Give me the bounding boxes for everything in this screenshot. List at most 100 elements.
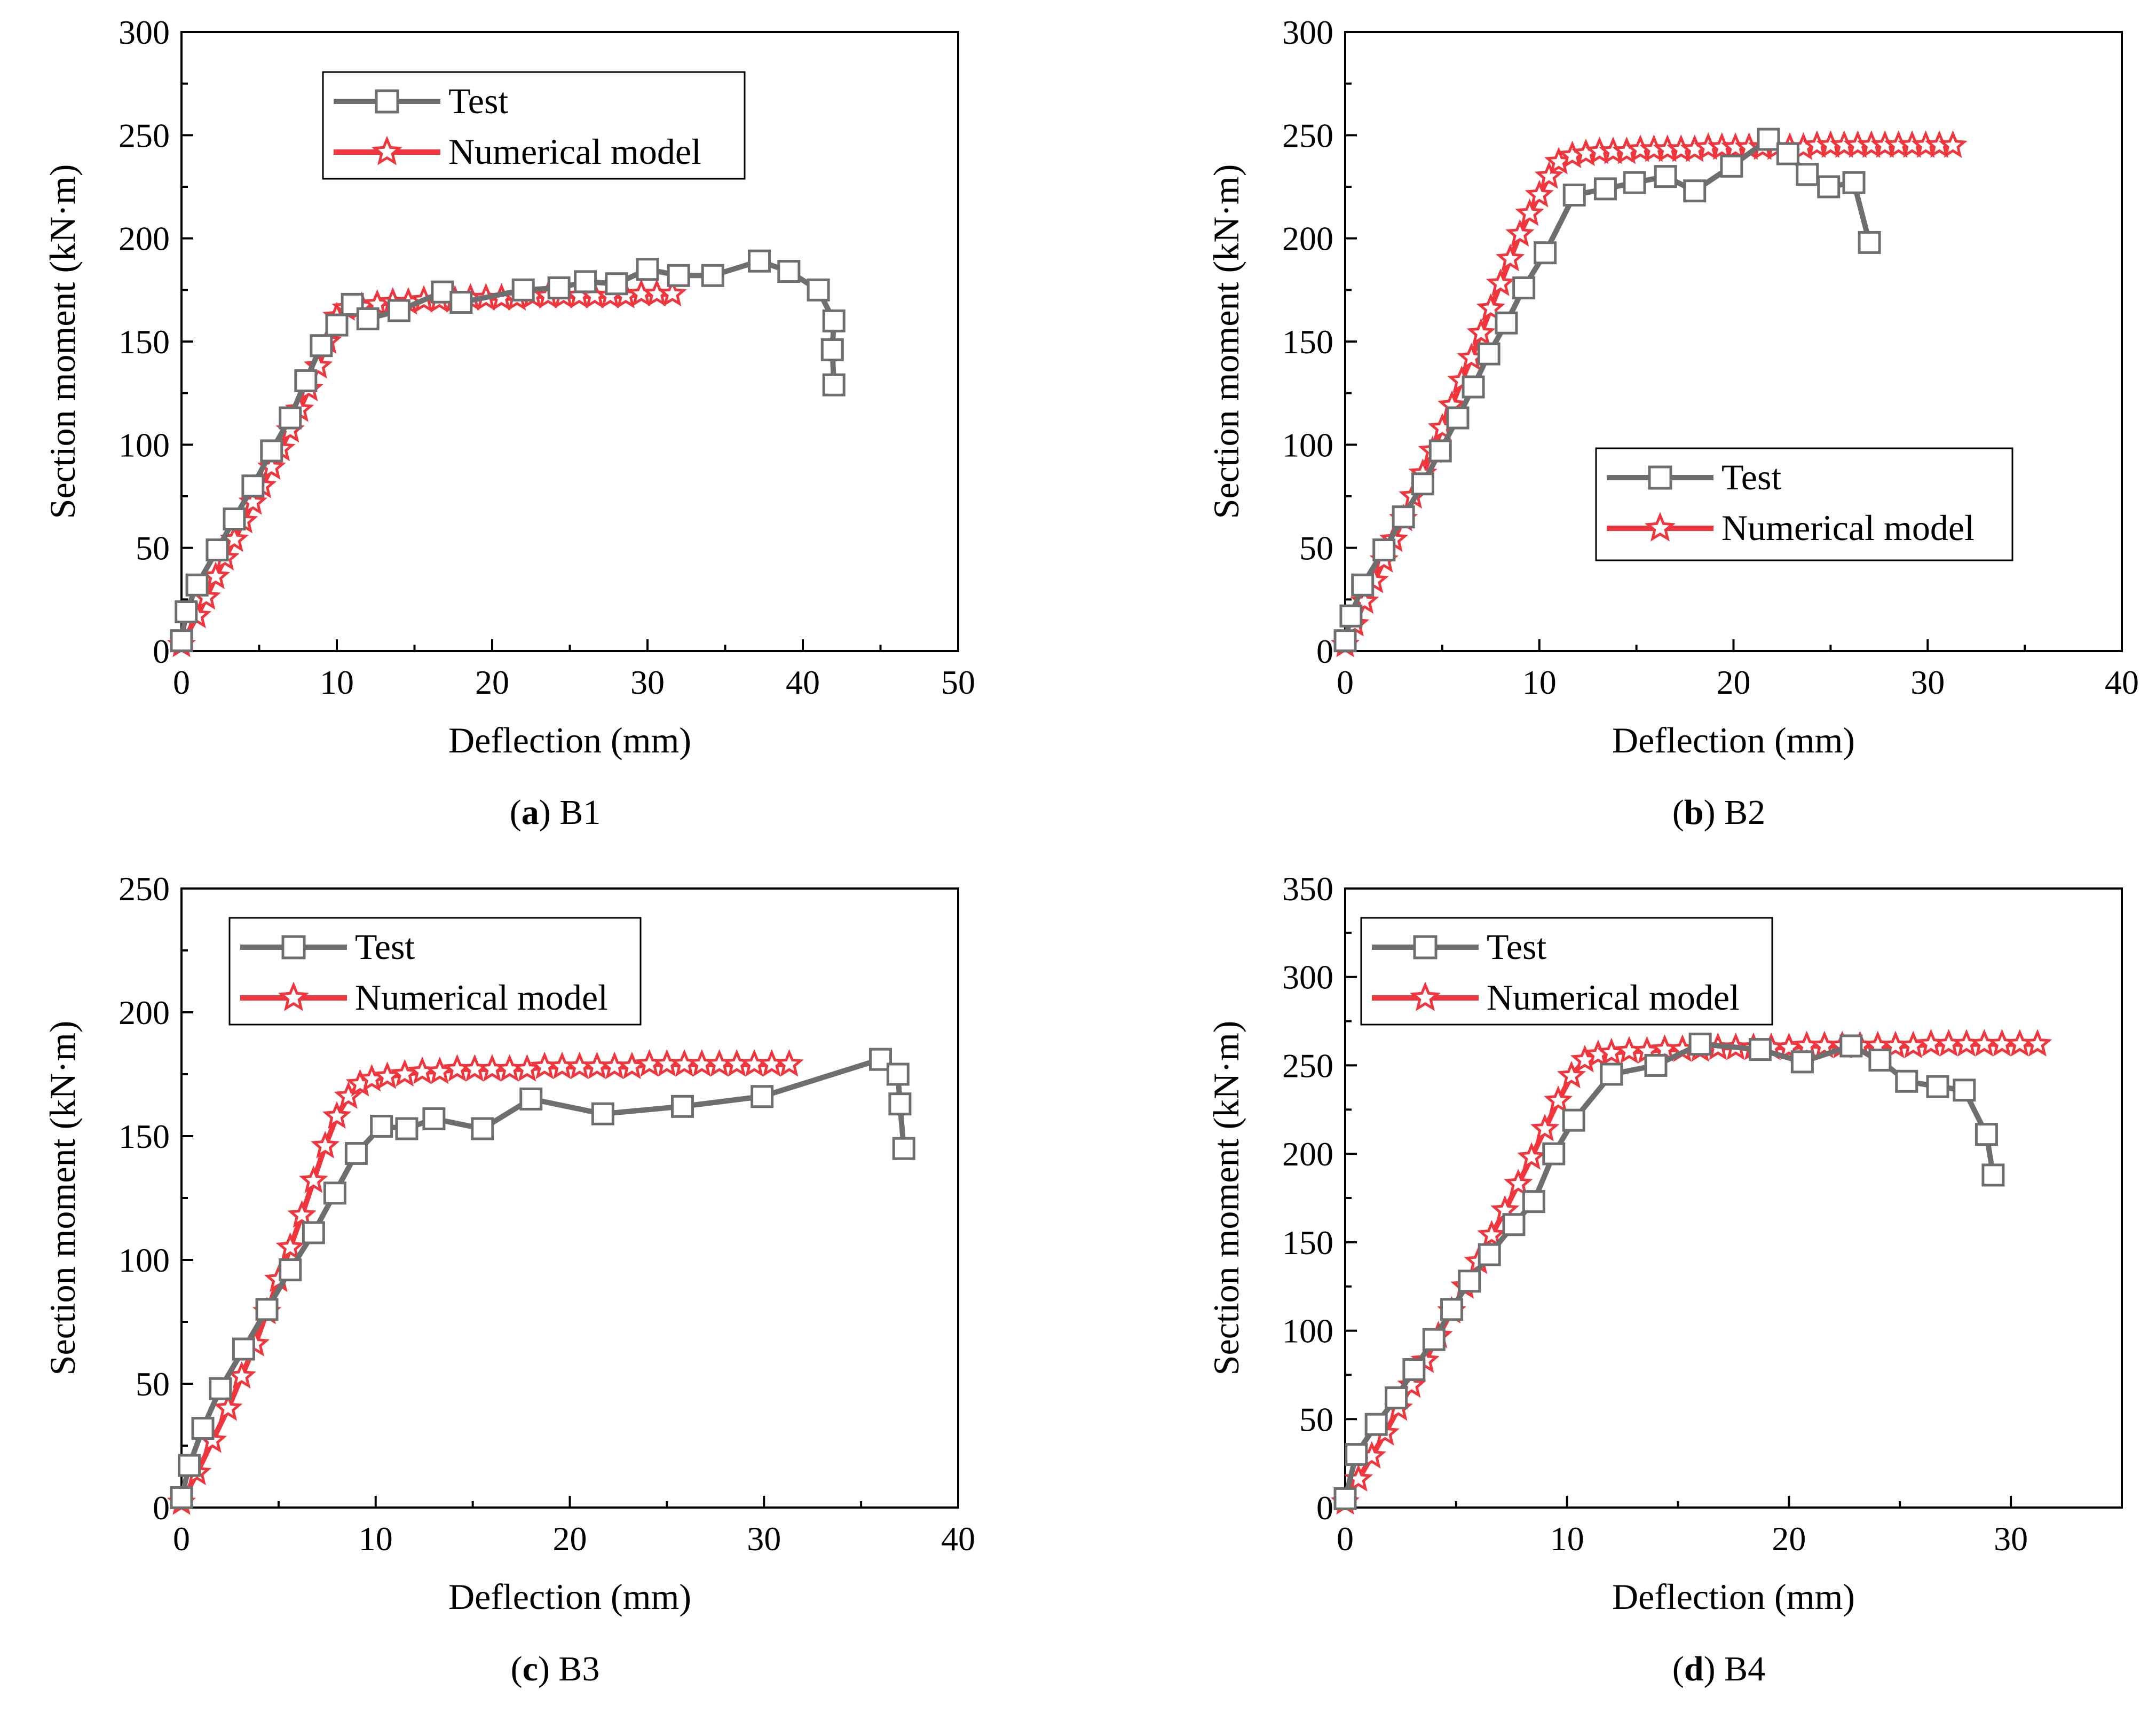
test-data-point — [1623, 171, 1646, 194]
test-data-point — [822, 309, 846, 332]
test-data-point — [1953, 1078, 1976, 1102]
y-tick-label: 50 — [1299, 1400, 1333, 1438]
test-data-point — [1644, 1053, 1668, 1077]
legend-label: Test — [448, 81, 508, 121]
caption-label: B2 — [1724, 793, 1766, 832]
chart-panel-c: 0 10 20 30 40 0 50 100 150 200 250 Deflection (mm) S… — [21, 867, 1089, 1721]
y-tick-label: 200 — [119, 220, 170, 258]
numerical-data-point — [1899, 1030, 1928, 1059]
test-data-point — [667, 264, 690, 287]
caption-b: (b) B2 — [1672, 793, 1766, 832]
test-data-point — [185, 573, 209, 597]
y-tick-label: 100 — [1282, 426, 1333, 464]
y-tick-label: 50 — [136, 529, 170, 567]
legend-label: Test — [1721, 457, 1781, 497]
legend-star-marker — [371, 136, 403, 165]
test-data-point — [1333, 629, 1357, 653]
y-tick-label: 300 — [1282, 958, 1333, 996]
numerical-data-point — [1534, 161, 1564, 189]
legend-square-marker — [1648, 465, 1672, 490]
test-data-point — [302, 1221, 325, 1244]
test-data-point — [209, 1377, 232, 1400]
test-data-point — [279, 1258, 302, 1282]
numerical-data-point — [1544, 1085, 1573, 1113]
numerical-data-point — [617, 1051, 647, 1080]
test-data-point — [255, 1298, 279, 1321]
test-data-point — [206, 538, 229, 562]
legend-label: Numerical model — [355, 977, 608, 1018]
test-data-point — [471, 1117, 494, 1140]
test-data-point — [175, 600, 198, 624]
test-data-point — [370, 1114, 393, 1138]
test-series-line — [179, 1057, 907, 1498]
test-data-point — [1392, 505, 1415, 529]
test-data-point — [636, 258, 659, 281]
y-axis-label: Section moment (kN·m) — [1206, 164, 1246, 519]
test-data-point — [511, 278, 535, 302]
test-data-point — [574, 270, 597, 294]
test-data-point — [1895, 1069, 1918, 1093]
numerical-data-point — [1486, 268, 1515, 296]
chart-svg-a: 0 10 20 30 40 50 0 50 100 150 200 250 300 Deflection … — [42, 13, 975, 760]
test-data-point — [1364, 1413, 1388, 1436]
x-tick-label: 10 — [1522, 663, 1557, 701]
caption-label: B3 — [558, 1649, 600, 1688]
test-data-point — [356, 307, 380, 330]
x-tick-label: 10 — [359, 1520, 393, 1558]
chart-svg-c: 0 10 20 30 40 0 50 100 150 200 250 Deflection (mm) S… — [42, 870, 975, 1617]
test-data-point — [1422, 1328, 1446, 1351]
test-data-point — [431, 280, 454, 304]
numerical-data-point — [311, 1131, 340, 1159]
legend-label: Numerical model — [448, 131, 701, 172]
test-data-point — [777, 260, 801, 283]
x-tick-label: 30 — [1994, 1520, 2028, 1558]
test-data-point — [1446, 406, 1470, 430]
y-tick-label: 150 — [119, 1117, 170, 1155]
test-data-point — [1478, 1243, 1501, 1266]
y-tick-label: 50 — [136, 1365, 170, 1403]
test-data-point — [170, 1486, 193, 1509]
x-tick-label: 20 — [1772, 1520, 1806, 1558]
test-series-line — [1342, 1041, 1996, 1500]
caption-letter: a — [521, 793, 539, 832]
legend-square-marker — [1413, 935, 1438, 959]
x-tick-label: 20 — [1717, 663, 1751, 701]
legend-label: Test — [355, 926, 415, 967]
x-tick-label: 10 — [1550, 1520, 1584, 1558]
x-tick-label: 30 — [1910, 663, 1945, 701]
y-tick-label: 200 — [1282, 1135, 1333, 1173]
numerical-data-point — [227, 1361, 256, 1389]
x-tick-label: 40 — [941, 1520, 975, 1558]
y-tick-label: 100 — [1282, 1312, 1333, 1350]
test-data-point — [395, 1117, 418, 1140]
test-series-line — [1342, 137, 1872, 641]
y-tick-label: 50 — [1299, 529, 1333, 567]
test-data-point — [1720, 154, 1743, 178]
numerical-data-point — [299, 1165, 328, 1193]
y-axis-label: Section moment (kN·m) — [42, 164, 83, 519]
test-data-point — [1562, 1108, 1585, 1132]
y-tick-label: 150 — [119, 323, 170, 361]
legend-label: Numerical model — [1721, 507, 1975, 548]
numerical-data-point — [1515, 198, 1544, 226]
test-data-point — [1462, 375, 1485, 399]
numerical-series-line — [1342, 1041, 2038, 1504]
test-data-point — [1542, 1142, 1566, 1165]
x-tick-label: 40 — [2105, 663, 2139, 701]
caption-letter: b — [1684, 793, 1704, 832]
test-data-point — [1458, 1270, 1481, 1293]
test-data-point — [1600, 1062, 1623, 1086]
test-data-point — [1975, 1123, 1998, 1146]
test-data-point — [1593, 177, 1617, 201]
test-data-point — [1654, 165, 1677, 188]
test-data-point — [1842, 171, 1866, 194]
numerical-data-point — [1505, 219, 1535, 247]
test-data-point — [822, 373, 846, 396]
test-data-point — [1790, 1050, 1814, 1074]
numerical-data-point — [2023, 1029, 2052, 1057]
numerical-data-point — [1517, 1142, 1546, 1170]
legend-label: Numerical model — [1487, 977, 1740, 1018]
test-data-point — [241, 474, 265, 498]
test-data-point — [888, 1092, 912, 1116]
test-data-point — [1411, 472, 1434, 496]
